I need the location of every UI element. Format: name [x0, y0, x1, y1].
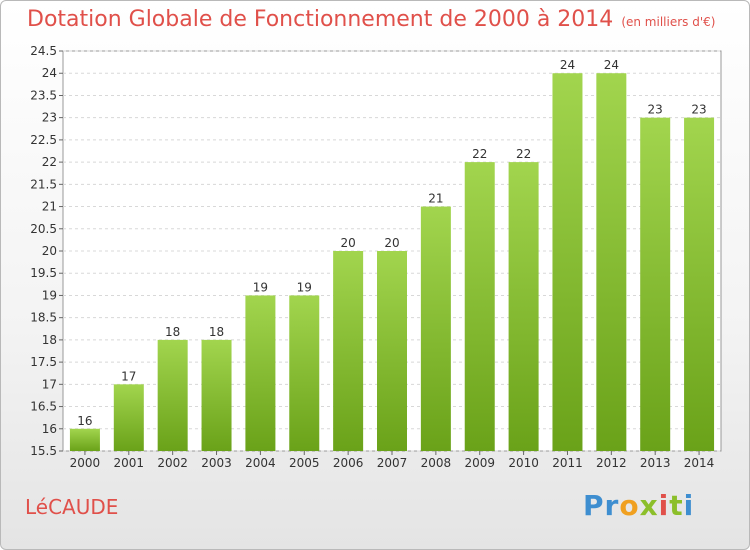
y-tick-label: 20 [42, 244, 57, 258]
proxiti-logo: Proxiti [583, 489, 695, 522]
x-tick-label: 2002 [157, 456, 188, 470]
y-tick-label: 24 [42, 66, 57, 80]
chart-unit: (en milliers d'€) [621, 15, 716, 29]
x-tick-label: 2006 [333, 456, 364, 470]
x-tick-label: 2003 [201, 456, 232, 470]
y-tick-label: 21.5 [30, 177, 57, 191]
y-tick-label: 16 [42, 422, 57, 436]
y-tick-label: 17.5 [30, 355, 57, 369]
x-tick-label: 2013 [640, 456, 671, 470]
bar-value-label: 21 [428, 192, 443, 206]
bar [289, 295, 320, 451]
bar [201, 339, 232, 451]
bar [420, 206, 451, 451]
x-tick-label: 2010 [508, 456, 539, 470]
bar [69, 428, 100, 451]
y-tick-label: 24.5 [30, 44, 57, 58]
bar [333, 251, 364, 451]
y-tick-label: 21 [42, 200, 57, 214]
bar [245, 295, 276, 451]
bar-value-label: 18 [209, 325, 224, 339]
x-tick-label: 2000 [70, 456, 101, 470]
bar-value-label: 22 [516, 147, 531, 161]
y-tick-label: 18 [42, 333, 57, 347]
bar-value-label: 16 [77, 414, 92, 428]
commune-name: LéCAUDE [25, 495, 119, 519]
x-tick-label: 2012 [596, 456, 627, 470]
bar-value-label: 23 [648, 103, 663, 117]
y-tick-label: 17 [42, 377, 57, 391]
bar-value-label: 20 [384, 236, 399, 250]
bar [377, 251, 407, 451]
chart-title-text: Dotation Globale de Fonctionnement de 20… [27, 7, 614, 32]
bar [640, 117, 671, 452]
x-tick-label: 2001 [114, 456, 145, 470]
y-tick-label: 15.5 [30, 444, 57, 458]
y-tick-label: 22 [42, 155, 57, 169]
x-tick-label: 2011 [552, 456, 583, 470]
bar [552, 73, 583, 451]
y-tick-label: 19.5 [30, 266, 57, 280]
x-tick-label: 2005 [289, 456, 320, 470]
x-tick-label: 2008 [421, 456, 452, 470]
bar [464, 162, 495, 451]
y-tick-label: 23 [42, 111, 57, 125]
bar-value-label: 24 [604, 58, 619, 72]
chart-title: Dotation Globale de Fonctionnement de 20… [27, 7, 715, 32]
bar-value-label: 17 [121, 369, 136, 383]
y-tick-label: 18.5 [30, 311, 57, 325]
bar-value-label: 24 [560, 58, 575, 72]
x-tick-label: 2004 [245, 456, 276, 470]
x-tick-label: 2007 [377, 456, 408, 470]
bar-value-label: 19 [297, 280, 312, 294]
bar [508, 162, 539, 451]
y-tick-label: 19 [42, 288, 57, 302]
bar [596, 73, 627, 451]
y-tick-label: 23.5 [30, 88, 57, 102]
y-tick-label: 20.5 [30, 222, 57, 236]
bar [113, 384, 144, 451]
bar-value-label: 19 [253, 280, 268, 294]
x-tick-label: 2014 [684, 456, 715, 470]
x-tick-label: 2009 [464, 456, 495, 470]
bar-value-label: 18 [165, 325, 180, 339]
bar-value-label: 23 [691, 103, 706, 117]
y-tick-label: 16.5 [30, 400, 57, 414]
y-tick-label: 22.5 [30, 133, 57, 147]
bar [157, 339, 188, 451]
bar [684, 117, 715, 452]
bar-value-label: 22 [472, 147, 487, 161]
bar-value-label: 20 [340, 236, 355, 250]
